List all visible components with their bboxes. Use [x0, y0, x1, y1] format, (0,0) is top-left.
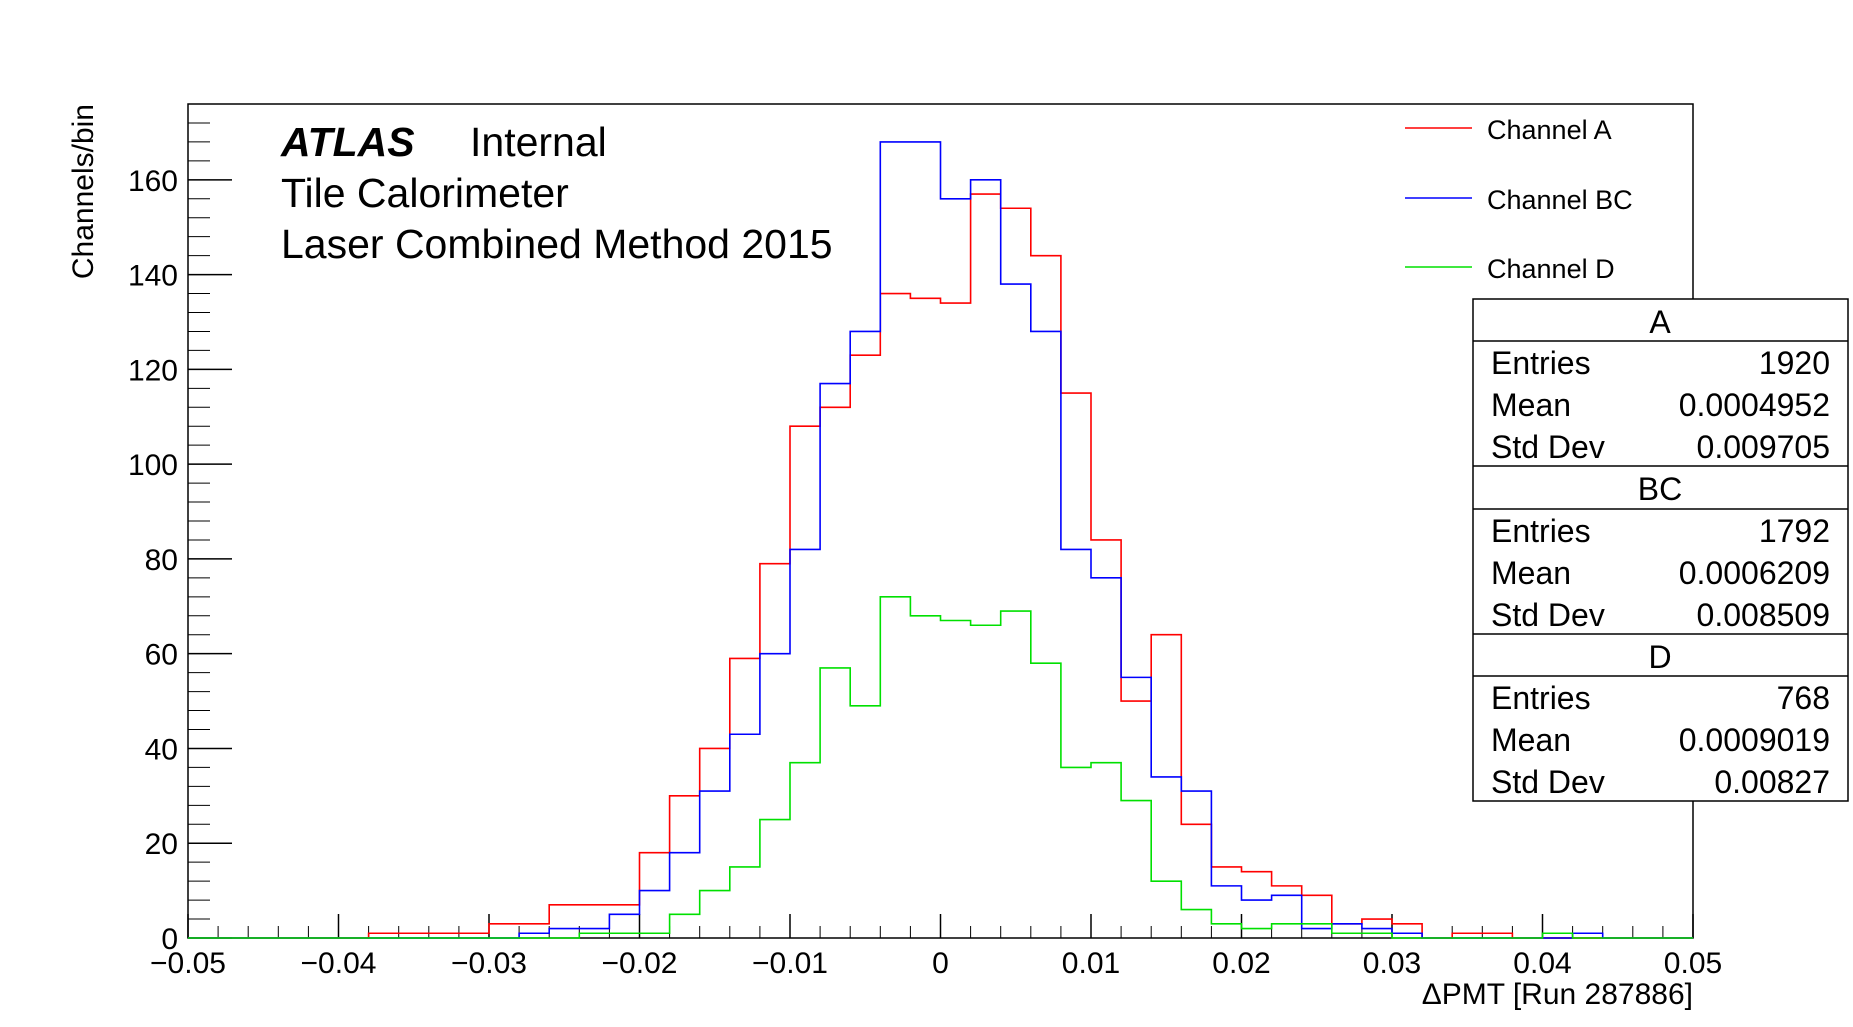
stats-label: Std Dev: [1491, 764, 1605, 800]
stats-label: Mean: [1491, 555, 1571, 591]
x-tick-label: 0.05: [1664, 947, 1722, 980]
stats-value: 0.009705: [1697, 429, 1830, 465]
x-tick-label: −0.04: [301, 947, 377, 980]
stats-title-a: A: [1649, 304, 1671, 340]
x-tick-label: 0.02: [1212, 947, 1270, 980]
y-tick-label: 0: [161, 923, 178, 956]
series-channel-bc: [188, 141, 1693, 939]
x-tick-label: −0.02: [602, 947, 678, 980]
stats-value: 0.0004952: [1679, 387, 1830, 423]
stats-label: Std Dev: [1491, 429, 1605, 465]
y-tick-label: 40: [145, 733, 178, 766]
series-layer: [188, 141, 1693, 939]
x-axis-label: ΔPMT [Run 287886]: [1422, 978, 1693, 1011]
y-tick-label: 120: [128, 354, 178, 387]
y-tick-label: 20: [145, 828, 178, 861]
y-tick-label: 80: [145, 544, 178, 577]
legend-label-channel-bc: Channel BC: [1487, 185, 1633, 215]
stats-value: 768: [1777, 680, 1830, 716]
x-tick-label: −0.03: [451, 947, 527, 980]
y-minor-ticks: [188, 103, 210, 939]
stats-box-outline: [1472, 298, 1849, 802]
stats-label: Entries: [1491, 513, 1591, 549]
legend: Channel A Channel BC Channel D: [1405, 115, 1633, 284]
x-tick-label: 0.04: [1513, 947, 1571, 980]
stats-value: 0.00827: [1714, 764, 1830, 800]
stats-value: 0.0009019: [1679, 722, 1830, 758]
stats-label: Entries: [1491, 345, 1591, 381]
x-tick-label: −0.05: [150, 947, 226, 980]
annotation-line3: Laser Combined Method 2015: [281, 221, 833, 267]
x-tick-label: −0.01: [752, 947, 828, 980]
stats-value: 1792: [1759, 513, 1830, 549]
x-tick-label: 0: [932, 947, 949, 980]
y-tick-label: 140: [128, 260, 178, 293]
atlas-label: ATLAS: [280, 119, 415, 165]
internal-label: Internal: [470, 119, 607, 165]
x-axis-ticks: −0.05 −0.04 −0.03 −0.02 −0.01 0 0.01 0.02 0.03 0.…: [150, 914, 1722, 980]
annotation-line2: Tile Calorimeter: [281, 170, 569, 216]
x-tick-label: 0.03: [1363, 947, 1421, 980]
legend-label-channel-a: Channel A: [1487, 115, 1612, 145]
stats-label: Std Dev: [1491, 597, 1605, 633]
legend-label-channel-d: Channel D: [1487, 254, 1615, 284]
stats-title-d: D: [1648, 639, 1671, 675]
stats-value: 0.008509: [1697, 597, 1830, 633]
y-tick-label: 60: [145, 639, 178, 672]
stats-label: Entries: [1491, 680, 1591, 716]
y-axis-label: Channels/bin: [67, 104, 100, 279]
y-tick-label: 160: [128, 165, 178, 198]
y-axis-ticks: 0 20 40 60 80 100 120 140 160: [128, 165, 232, 956]
x-tick-label: 0.01: [1062, 947, 1120, 980]
stats-panel: A Entries 1920 Mean 0.0004952 Std Dev 0.…: [1472, 298, 1849, 802]
series-channel-a: [188, 193, 1693, 939]
stats-label: Mean: [1491, 387, 1571, 423]
stats-value: 1920: [1759, 345, 1830, 381]
y-tick-label: 100: [128, 449, 178, 482]
stats-title-bc: BC: [1638, 471, 1682, 507]
series-channel-d: [188, 596, 1693, 939]
stats-value: 0.0006209: [1679, 555, 1830, 591]
stats-label: Mean: [1491, 722, 1571, 758]
